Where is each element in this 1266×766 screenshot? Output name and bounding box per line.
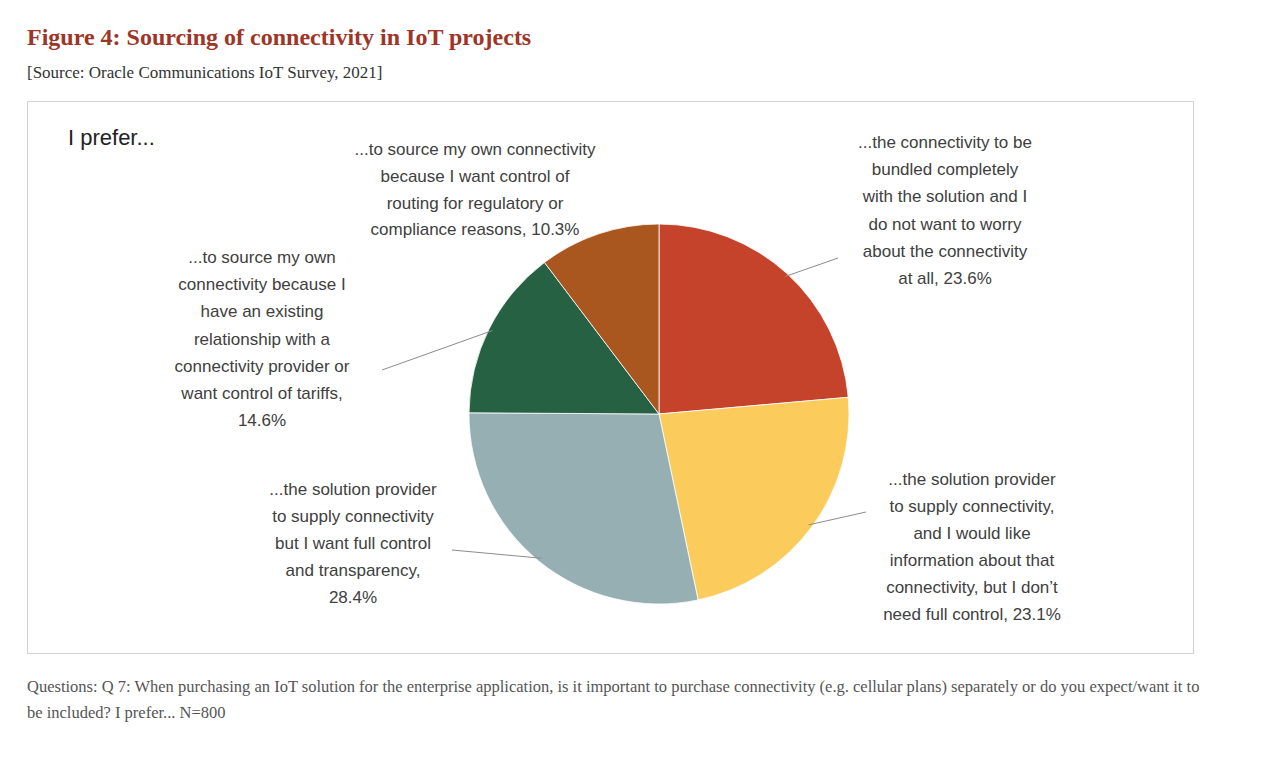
pie-slice [469,413,698,604]
slice-label-line: connectivity provider or [62,357,462,377]
slice-label-line: relationship with a [62,330,462,350]
slice-label: ...the solution provider [269,480,436,499]
slice-label-line: ...the connectivity to be [745,133,1145,153]
slice-label: compliance reasons, [371,220,527,239]
slice-label: to supply connectivity [272,507,434,526]
leader-lines [382,258,866,558]
chart-title: Figure 4: Sourcing of connectivity in Io… [27,24,531,51]
slice-label: about the connectivity [863,242,1027,261]
slice-label-line: want control of tariffs, [62,384,462,404]
slice-label: want control of tariffs, [181,384,342,403]
leader-line [382,331,493,370]
slice-label: bundled completely [872,160,1018,179]
slice-label: routing for regulatory or [387,194,564,213]
slice-label-line: information about that [772,551,1172,571]
data-label: 23.1% [1013,605,1061,624]
slice-label-line: routing for regulatory or [275,194,675,214]
slice-label: need full control, [883,605,1008,624]
slice-label: information about that [890,551,1054,570]
slice-label-line: connectivity, but I don’t [772,578,1172,598]
slice-label-line: 14.6% [62,411,462,431]
slice-label-line: but I want full control [153,534,553,554]
slice-label-line: have an existing [62,302,462,322]
slice-label: do not want to worry [868,215,1021,234]
slice-label: because I want control of [380,167,569,186]
slice-label: ...the solution provider [888,470,1055,489]
slice-label: but I want full control [275,534,431,553]
slice-label-line: ...the solution provider [772,470,1172,490]
slice-label: ...to source my own connectivity [355,140,596,159]
slice-label: connectivity provider or [175,357,350,376]
leader-line [785,258,838,277]
slice-label-line: bundled completely [745,160,1145,180]
slice-label-line: to supply connectivity, [772,497,1172,517]
leader-line [452,550,541,558]
slice-label: connectivity because I [178,275,345,294]
slice-label: ...the connectivity to be [858,133,1032,152]
slice-label: and I would like [913,524,1030,543]
slice-label: connectivity, but I don’t [886,578,1058,597]
data-label: 14.6% [238,411,286,430]
slice-label-line: at all, 23.6% [745,269,1145,289]
slice-label-line: need full control, 23.1% [772,605,1172,625]
annotation-prefer: I prefer... [68,125,155,151]
slice-label-line: and transparency, [153,561,553,581]
slice-label: with the solution and I [863,187,1027,206]
slice-label-line: ...to source my own connectivity [275,140,675,160]
data-label: 28.4% [329,588,377,607]
slice-label: and transparency, [286,561,421,580]
slice-label-line: connectivity because I [62,275,462,295]
slice-label: relationship with a [194,330,330,349]
slice-label-line: with the solution and I [745,187,1145,207]
question-note: Questions: Q 7: When purchasing an IoT s… [27,674,1217,726]
pie-slice [659,224,848,414]
stage: Figure 4: Sourcing of connectivity in Io… [0,0,1266,766]
slice-label-line: ...the solution provider [153,480,553,500]
leader-line [809,512,866,525]
slice-label-line: to supply connectivity [153,507,553,527]
slice-label: have an existing [201,302,324,321]
pie [469,224,849,604]
slice-label-line: ...to source my own [62,248,462,268]
slice-label-line: because I want control of [275,167,675,187]
slice-label-line: do not want to worry [745,215,1145,235]
slice-label-line: 28.4% [153,588,553,608]
slice-label-line: compliance reasons, 10.3% [275,220,675,240]
pie-slice [544,224,659,414]
slice-label-line: about the connectivity [745,242,1145,262]
slice-label: to supply connectivity, [889,497,1054,516]
chart-svg [0,0,1266,766]
data-label: 10.3% [531,220,579,239]
slice-label-line: and I would like [772,524,1172,544]
chart-subtitle: [Source: Oracle Communications IoT Surve… [27,63,383,83]
data-label: 23.6% [944,269,992,288]
slice-label: at all, [898,269,939,288]
slice-label: ...to source my own [188,248,335,267]
